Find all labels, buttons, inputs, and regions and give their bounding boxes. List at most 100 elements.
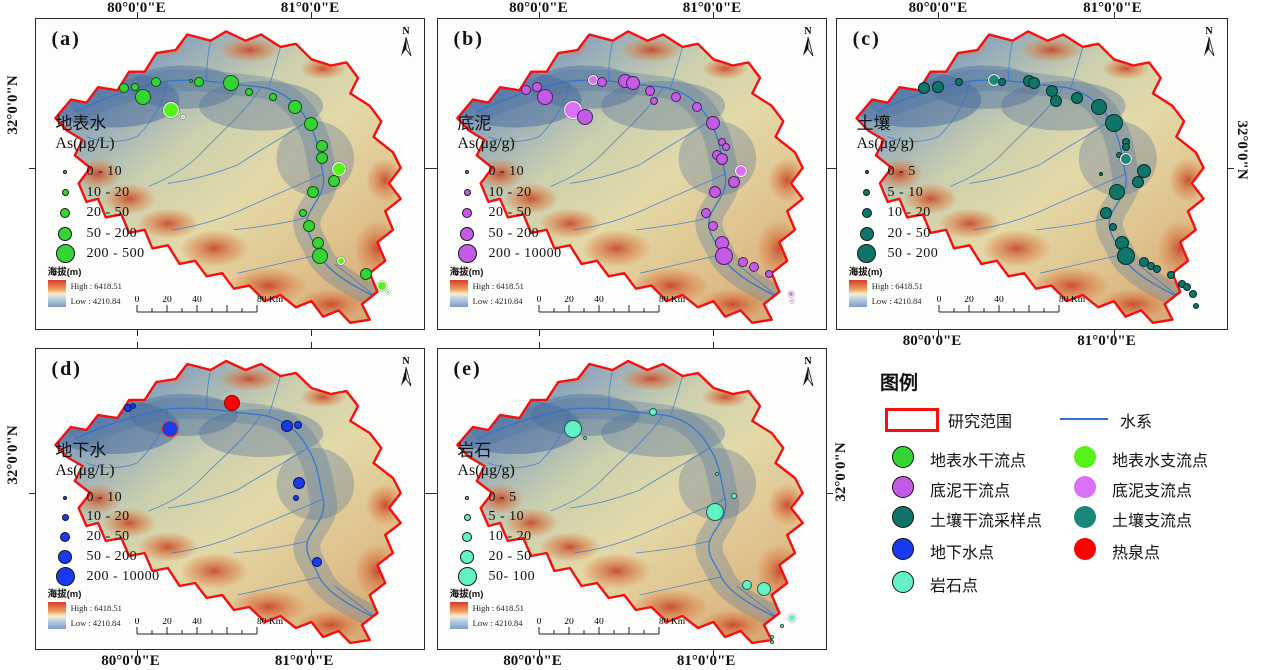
elevation-high-label: High : 6418.51 — [70, 603, 122, 613]
frame-tick — [713, 342, 715, 348]
sample-point — [337, 257, 346, 266]
size-class-row: 20 - 50 — [53, 528, 129, 546]
elevation-colorbar — [47, 279, 66, 307]
sample-point — [597, 76, 608, 87]
river-tributary-line — [570, 165, 640, 184]
legend-panel: 图例 研究范围 水系 地表水干流点 底泥干流点 土壤干流采样点 地下水点 岩石点 地表水支流点底… — [856, 352, 1261, 670]
elevation-colorbar — [449, 279, 468, 307]
sample-point — [577, 109, 594, 126]
river-tributary-line — [574, 174, 725, 230]
watershed-outline — [55, 31, 400, 322]
size-class-dot — [861, 208, 872, 219]
basemap-terrain — [438, 349, 826, 649]
size-class-row: 50 - 200 — [455, 225, 539, 243]
size-class-row: 20 - 50 — [455, 204, 531, 222]
size-class-label: 20 - 50 — [488, 548, 532, 564]
size-class-label: 0 - 5 — [887, 164, 916, 180]
frame-tick — [1113, 330, 1115, 336]
river-tributary-line — [574, 499, 725, 553]
frame-tick — [29, 167, 35, 169]
scalebar-label: 80 Km — [659, 618, 685, 627]
size-class-label: 20 - 50 — [488, 205, 532, 221]
elevation-legend: 海拔(m) High : 6418.51 Low : 4210.84 — [47, 264, 178, 307]
river-tributary-line — [172, 499, 323, 553]
sample-point — [931, 80, 944, 93]
size-class-label: 50 - 200 — [488, 225, 540, 241]
size-class-dot — [462, 532, 473, 543]
sample-point — [298, 208, 307, 217]
river-label: 水系 — [1120, 414, 1153, 431]
panel-title: 土壤 — [856, 113, 891, 133]
river-tributary-line — [640, 121, 710, 164]
elevation-legend: 海拔(m) High : 6418.51 Low : 4210.84 — [449, 264, 580, 307]
size-class-label: 50 - 200 — [86, 548, 138, 564]
frame-tick — [938, 330, 940, 336]
size-class-label: 10 - 20 — [887, 205, 931, 221]
sample-point — [287, 100, 302, 115]
sample-point — [708, 185, 721, 198]
elevation-legend: 海拔(m) High : 6418.51 Low : 4210.84 — [848, 264, 979, 307]
scalebar-label: 0 — [135, 296, 140, 305]
frame-tick — [425, 167, 431, 169]
scalebar: 0 20 40 80 Km — [133, 617, 284, 643]
size-class-dot — [465, 170, 470, 175]
sample-point — [715, 247, 734, 266]
river-tributary-line — [1040, 121, 1110, 164]
river-tributary-line — [970, 165, 1040, 184]
size-class-row: 20 - 50 — [53, 204, 129, 222]
panel-title: 岩石 — [457, 441, 492, 460]
sample-point — [129, 403, 136, 409]
sample-point — [1099, 206, 1112, 219]
frame-tick — [538, 650, 540, 656]
size-class-row: 50 - 200 — [855, 244, 939, 264]
sample-point — [728, 176, 741, 189]
size-class-label: 10 - 20 — [488, 529, 532, 545]
river-tributary-line — [1071, 47, 1083, 87]
river-tributary-line — [1009, 41, 1013, 81]
frame-tick — [538, 12, 540, 18]
river-tributary-line — [168, 165, 238, 184]
panel-title: 底泥 — [457, 113, 492, 133]
sample-point — [327, 174, 340, 187]
elevation-high-label: High : 6418.51 — [871, 280, 923, 291]
sample-point — [316, 152, 329, 165]
river-tributary-line — [269, 47, 281, 87]
sample-point — [1167, 271, 1176, 280]
river-tributary-line — [950, 87, 1063, 186]
frame-tick — [311, 330, 313, 336]
size-class-row: 20 - 50 — [455, 548, 531, 566]
sample-point — [131, 82, 140, 91]
scalebar-label: 40 — [994, 296, 1004, 305]
legend-item-label: 土壤支流点 — [1112, 513, 1193, 530]
size-class-dot — [58, 549, 73, 564]
size-class-row: 20 - 50 — [855, 225, 931, 243]
legend-item-label: 地表水支流点 — [1112, 453, 1209, 470]
size-class-label: 10 - 20 — [488, 184, 532, 200]
sample-point — [714, 472, 719, 477]
sample-point — [1132, 176, 1145, 189]
size-class-label: 0 - 10 — [86, 164, 123, 180]
legend-item-label: 土壤干流采样点 — [930, 513, 1043, 530]
map-panel-e: (e) 岩石 As(μg/g) 0 - 5 5 - 10 10 - 20 20 - 50 50… — [431, 342, 833, 656]
frame-tick — [136, 342, 138, 348]
panel-unit-label: As(μg/L) — [55, 135, 115, 153]
river-tributary-line — [238, 448, 308, 490]
sample-point — [1049, 94, 1062, 107]
sample-point — [1189, 290, 1198, 299]
sample-point — [386, 290, 391, 295]
sample-point — [670, 92, 681, 103]
scalebar: 0 20 40 80 Km — [535, 295, 686, 321]
river-tributary-line — [172, 174, 323, 230]
study-area-swatch — [885, 408, 939, 432]
river-main-line — [477, 408, 780, 619]
river-tributary-line — [234, 541, 308, 553]
size-class-row: 0 - 10 — [53, 489, 122, 507]
elevation-title: 海拔(m) — [449, 589, 484, 600]
size-class-row: 5 - 10 — [855, 184, 924, 202]
frame-tick — [311, 342, 313, 348]
sample-point — [151, 76, 162, 87]
river-tributary-line — [640, 577, 721, 595]
size-class-row: 10 - 20 — [455, 528, 531, 546]
scalebar: 0 20 40 80 Km — [133, 295, 284, 321]
